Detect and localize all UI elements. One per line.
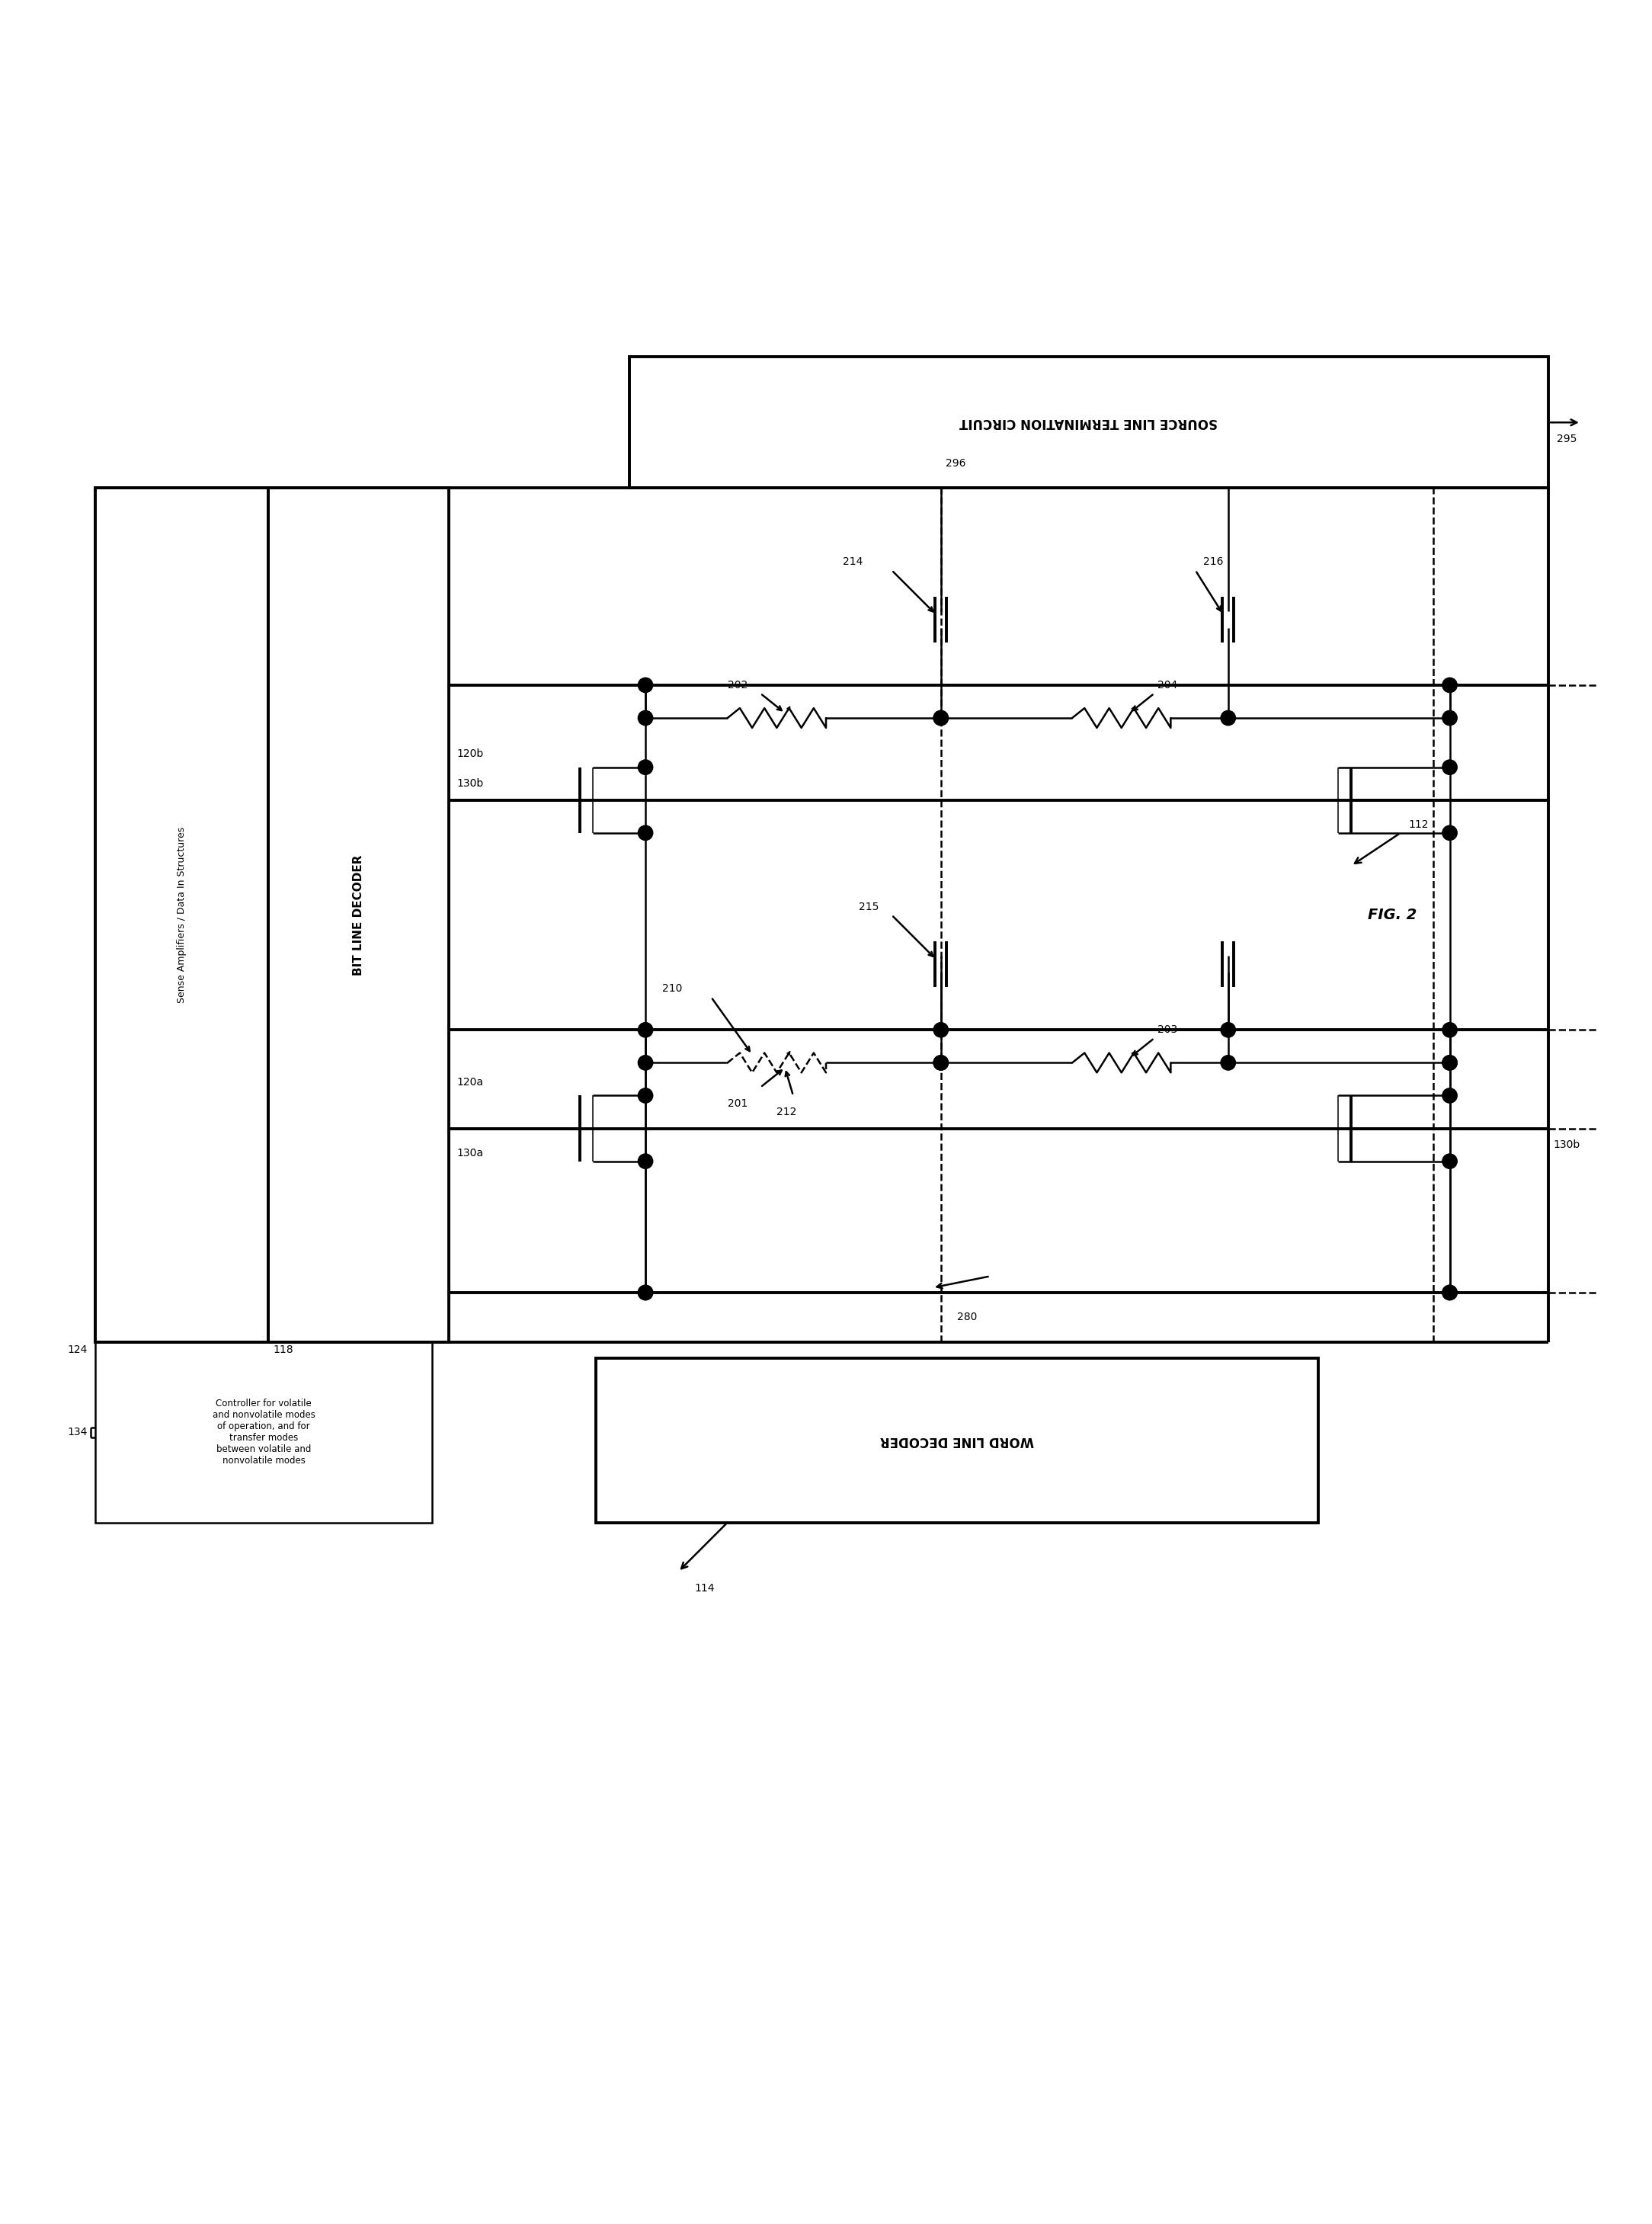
Circle shape: [638, 1154, 653, 1168]
Circle shape: [1442, 678, 1457, 692]
Circle shape: [638, 678, 653, 692]
Text: 114: 114: [695, 1583, 715, 1592]
Circle shape: [1442, 1088, 1457, 1103]
Circle shape: [1442, 1285, 1457, 1301]
Circle shape: [1442, 1056, 1457, 1070]
Text: 203: 203: [1158, 1025, 1178, 1034]
Text: 204: 204: [1158, 681, 1178, 689]
Text: 215: 215: [859, 901, 879, 912]
Circle shape: [1221, 1023, 1236, 1036]
Text: FIG. 2: FIG. 2: [1368, 907, 1417, 923]
Text: 130b: 130b: [1553, 1139, 1579, 1150]
Circle shape: [638, 1285, 653, 1301]
Text: 120a: 120a: [456, 1076, 484, 1088]
Circle shape: [638, 1285, 653, 1301]
Bar: [96, 1341, 433, 1523]
Text: 212: 212: [776, 1108, 796, 1116]
Bar: [268, 487, 448, 1341]
Circle shape: [933, 1056, 948, 1070]
Circle shape: [1442, 761, 1457, 774]
Text: 296: 296: [947, 458, 966, 469]
Circle shape: [1442, 1056, 1457, 1070]
Bar: [629, 356, 1548, 487]
Circle shape: [1442, 1023, 1457, 1036]
Circle shape: [933, 1056, 948, 1070]
Text: 202: 202: [727, 681, 747, 689]
Circle shape: [933, 1023, 948, 1036]
Text: Sense Amplifiers / Data In Structures: Sense Amplifiers / Data In Structures: [177, 827, 187, 1003]
Text: 130b: 130b: [456, 778, 484, 790]
Bar: [596, 1359, 1318, 1523]
Text: 295: 295: [1556, 434, 1576, 445]
Circle shape: [638, 1023, 653, 1036]
Bar: [96, 487, 268, 1341]
Circle shape: [1221, 1056, 1236, 1070]
Circle shape: [638, 1056, 653, 1070]
Text: 216: 216: [1204, 556, 1224, 567]
Circle shape: [1442, 825, 1457, 841]
Text: 130a: 130a: [456, 1148, 484, 1159]
Text: 120b: 120b: [456, 749, 484, 758]
Circle shape: [1442, 712, 1457, 725]
Circle shape: [638, 761, 653, 774]
Text: 112: 112: [1409, 818, 1429, 830]
Circle shape: [933, 712, 948, 725]
Circle shape: [638, 1088, 653, 1103]
Text: 201: 201: [727, 1099, 748, 1110]
Text: WORD LINE DECODER: WORD LINE DECODER: [881, 1434, 1034, 1448]
Text: 134: 134: [68, 1428, 88, 1437]
Circle shape: [1221, 712, 1236, 725]
Circle shape: [933, 712, 948, 725]
Circle shape: [1442, 1285, 1457, 1301]
Circle shape: [638, 825, 653, 841]
Text: Controller for volatile
and nonvolatile modes
of operation, and for
transfer mod: Controller for volatile and nonvolatile …: [213, 1399, 316, 1466]
Circle shape: [1442, 1154, 1457, 1168]
Text: 214: 214: [843, 556, 862, 567]
Text: SOURCE LINE TERMINATION CIRCUIT: SOURCE LINE TERMINATION CIRCUIT: [960, 416, 1218, 429]
Text: BIT LINE DECODER: BIT LINE DECODER: [352, 854, 363, 976]
Text: 280: 280: [957, 1312, 978, 1323]
Text: 210: 210: [662, 983, 682, 994]
Circle shape: [638, 712, 653, 725]
Text: 124: 124: [68, 1346, 88, 1354]
Text: 118: 118: [273, 1346, 292, 1354]
